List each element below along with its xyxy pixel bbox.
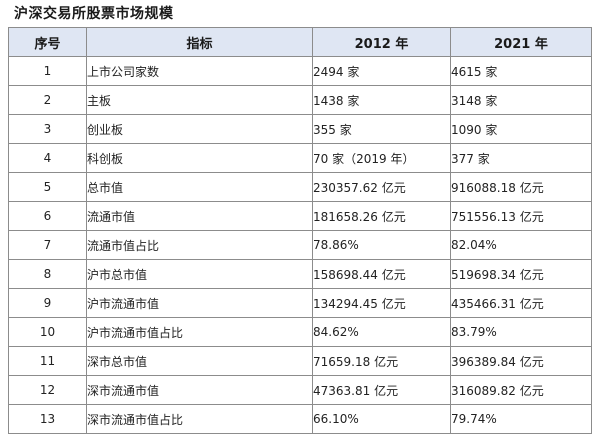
- cell-2021: 83.79%: [450, 317, 592, 347]
- cell-no: 2: [8, 85, 87, 115]
- cell-no: 10: [8, 317, 87, 347]
- table-row: 10 沪市流通市值占比 84.62% 83.79%: [8, 317, 592, 347]
- cell-no: 7: [8, 230, 87, 260]
- page-title: 沪深交易所股票市场规模: [14, 6, 174, 22]
- cell-2021: 316089.82 亿元: [450, 375, 592, 405]
- table-row: 11 深市总市值 71659.18 亿元 396389.84 亿元: [8, 346, 592, 376]
- cell-indicator: 主板: [86, 85, 313, 115]
- cell-2012: 1438 家: [312, 85, 451, 115]
- cell-2021: 377 家: [450, 143, 592, 173]
- header-2012: 2012 年: [312, 27, 451, 57]
- cell-no: 8: [8, 259, 87, 289]
- cell-no: 4: [8, 143, 87, 173]
- cell-2021: 3148 家: [450, 85, 592, 115]
- cell-2021: 396389.84 亿元: [450, 346, 592, 376]
- cell-no: 1: [8, 56, 87, 86]
- table-body: 1 上市公司家数 2494 家 4615 家 2 主板 1438 家 3148 家 3 创业板 35…: [8, 56, 592, 434]
- table-row: 8 沪市总市值 158698.44 亿元 519698.34 亿元: [8, 259, 592, 289]
- cell-2012: 230357.62 亿元: [312, 172, 451, 202]
- cell-indicator: 深市总市值: [86, 346, 313, 376]
- table-row: 7 流通市值占比 78.86% 82.04%: [8, 230, 592, 260]
- cell-2012: 78.86%: [312, 230, 451, 260]
- cell-indicator: 科创板: [86, 143, 313, 173]
- cell-2012: 66.10%: [312, 404, 451, 434]
- cell-indicator: 沪市总市值: [86, 259, 313, 289]
- cell-indicator: 沪市流通市值: [86, 288, 313, 318]
- cell-2012: 84.62%: [312, 317, 451, 347]
- table-row: 5 总市值 230357.62 亿元 916088.18 亿元: [8, 172, 592, 202]
- cell-indicator: 创业板: [86, 114, 313, 144]
- cell-indicator: 总市值: [86, 172, 313, 202]
- cell-2021: 4615 家: [450, 56, 592, 86]
- cell-indicator: 沪市流通市值占比: [86, 317, 313, 347]
- cell-2021: 519698.34 亿元: [450, 259, 592, 289]
- header-2021: 2021 年: [450, 27, 592, 57]
- table-row: 9 沪市流通市值 134294.45 亿元 435466.31 亿元: [8, 288, 592, 318]
- table-row: 4 科创板 70 家（2019 年） 377 家: [8, 143, 592, 173]
- cell-2021: 1090 家: [450, 114, 592, 144]
- table-header-row: 序号 指标 2012 年 2021 年: [8, 27, 592, 57]
- cell-2012: 71659.18 亿元: [312, 346, 451, 376]
- cell-2021: 916088.18 亿元: [450, 172, 592, 202]
- cell-2012: 181658.26 亿元: [312, 201, 451, 231]
- cell-indicator: 流通市值: [86, 201, 313, 231]
- table-row: 2 主板 1438 家 3148 家: [8, 85, 592, 115]
- cell-no: 9: [8, 288, 87, 318]
- cell-no: 13: [8, 404, 87, 434]
- cell-no: 3: [8, 114, 87, 144]
- table-row: 1 上市公司家数 2494 家 4615 家: [8, 56, 592, 86]
- cell-2021: 435466.31 亿元: [450, 288, 592, 318]
- cell-2012: 2494 家: [312, 56, 451, 86]
- cell-indicator: 流通市值占比: [86, 230, 313, 260]
- cell-2012: 134294.45 亿元: [312, 288, 451, 318]
- table-row: 6 流通市值 181658.26 亿元 751556.13 亿元: [8, 201, 592, 231]
- cell-2012: 47363.81 亿元: [312, 375, 451, 405]
- cell-no: 11: [8, 346, 87, 376]
- cell-2021: 751556.13 亿元: [450, 201, 592, 231]
- table-row: 12 深市流通市值 47363.81 亿元 316089.82 亿元: [8, 375, 592, 405]
- table-row: 13 深市流通市值占比 66.10% 79.74%: [8, 404, 592, 434]
- header-indicator: 指标: [86, 27, 313, 57]
- cell-2012: 70 家（2019 年）: [312, 143, 451, 173]
- table-row: 3 创业板 355 家 1090 家: [8, 114, 592, 144]
- cell-no: 12: [8, 375, 87, 405]
- cell-2021: 79.74%: [450, 404, 592, 434]
- cell-2021: 82.04%: [450, 230, 592, 260]
- cell-indicator: 深市流通市值: [86, 375, 313, 405]
- cell-no: 6: [8, 201, 87, 231]
- cell-2012: 158698.44 亿元: [312, 259, 451, 289]
- cell-2012: 355 家: [312, 114, 451, 144]
- cell-indicator: 上市公司家数: [86, 56, 313, 86]
- cell-indicator: 深市流通市值占比: [86, 404, 313, 434]
- cell-no: 5: [8, 172, 87, 202]
- header-no: 序号: [8, 27, 87, 57]
